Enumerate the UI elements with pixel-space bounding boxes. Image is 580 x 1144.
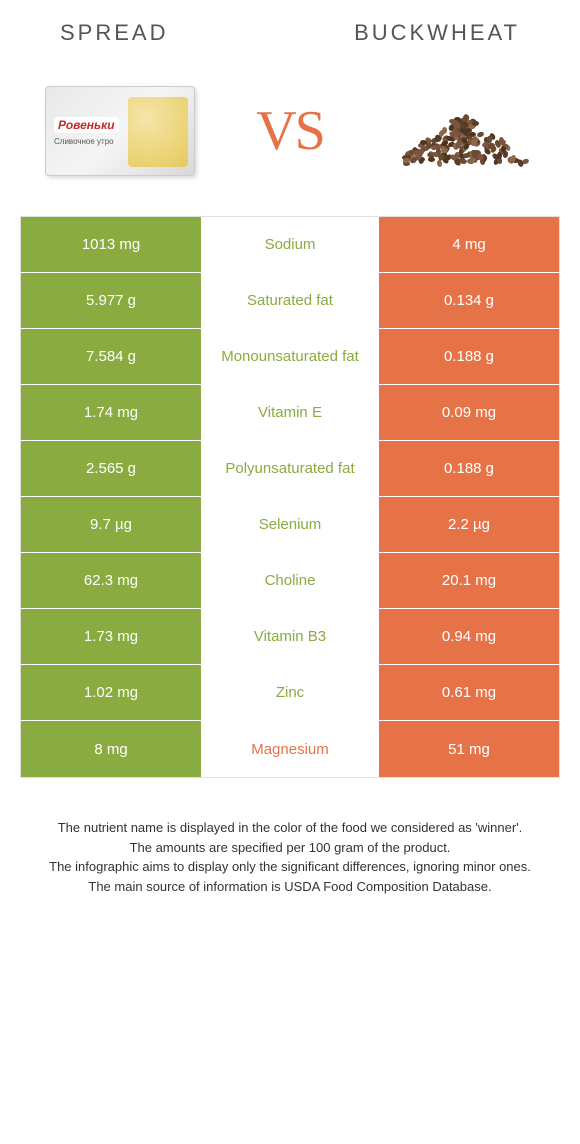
nutrient-name: Sodium [201, 217, 379, 272]
right-value: 0.94 mg [379, 609, 559, 664]
table-row: 62.3 mgCholine20.1 mg [21, 553, 559, 609]
nutrient-name: Vitamin E [201, 385, 379, 440]
table-row: 8 mgMagnesium51 mg [21, 721, 559, 777]
right-value: 51 mg [379, 721, 559, 777]
nutrient-name: Monounsaturated fat [201, 329, 379, 384]
footer-line: The main source of information is USDA F… [24, 877, 556, 897]
nutrient-name: Selenium [201, 497, 379, 552]
spread-sub: Сливочное утро [54, 137, 194, 146]
left-value: 1013 mg [21, 217, 201, 272]
table-row: 1013 mgSodium4 mg [21, 217, 559, 273]
table-row: 5.977 gSaturated fat0.134 g [21, 273, 559, 329]
header-left: SPREAD [60, 20, 168, 46]
nutrient-name: Saturated fat [201, 273, 379, 328]
left-value: 5.977 g [21, 273, 201, 328]
right-value: 0.134 g [379, 273, 559, 328]
left-value: 62.3 mg [21, 553, 201, 608]
vs-row: Ровеньки Сливочное утро VS [0, 56, 580, 216]
left-value: 7.584 g [21, 329, 201, 384]
right-value: 0.188 g [379, 441, 559, 496]
right-value: 2.2 µg [379, 497, 559, 552]
nutrient-name: Vitamin B3 [201, 609, 379, 664]
nutrient-name: Zinc [201, 665, 379, 720]
nutrient-name: Magnesium [201, 721, 379, 777]
table-row: 7.584 gMonounsaturated fat0.188 g [21, 329, 559, 385]
buckwheat-image [380, 76, 540, 186]
right-value: 20.1 mg [379, 553, 559, 608]
left-value: 2.565 g [21, 441, 201, 496]
footer-notes: The nutrient name is displayed in the co… [0, 778, 580, 896]
right-value: 0.188 g [379, 329, 559, 384]
right-value: 4 mg [379, 217, 559, 272]
footer-line: The infographic aims to display only the… [24, 857, 556, 877]
left-value: 9.7 µg [21, 497, 201, 552]
header: SPREAD BUCKWHEAT [0, 0, 580, 56]
table-row: 1.73 mgVitamin B30.94 mg [21, 609, 559, 665]
footer-line: The amounts are specified per 100 gram o… [24, 838, 556, 858]
left-value: 1.73 mg [21, 609, 201, 664]
left-value: 1.74 mg [21, 385, 201, 440]
comparison-table: 1013 mgSodium4 mg5.977 gSaturated fat0.1… [20, 216, 560, 778]
spread-brand: Ровеньки [54, 117, 119, 133]
table-row: 9.7 µgSelenium2.2 µg [21, 497, 559, 553]
table-row: 1.74 mgVitamin E0.09 mg [21, 385, 559, 441]
table-row: 2.565 gPolyunsaturated fat0.188 g [21, 441, 559, 497]
nutrient-name: Polyunsaturated fat [201, 441, 379, 496]
left-value: 8 mg [21, 721, 201, 777]
spread-image: Ровеньки Сливочное утро [40, 76, 200, 186]
nutrient-name: Choline [201, 553, 379, 608]
right-value: 0.09 mg [379, 385, 559, 440]
vs-label: VS [256, 99, 324, 163]
left-value: 1.02 mg [21, 665, 201, 720]
right-value: 0.61 mg [379, 665, 559, 720]
table-row: 1.02 mgZinc0.61 mg [21, 665, 559, 721]
header-right: BUCKWHEAT [354, 20, 520, 46]
footer-line: The nutrient name is displayed in the co… [24, 818, 556, 838]
